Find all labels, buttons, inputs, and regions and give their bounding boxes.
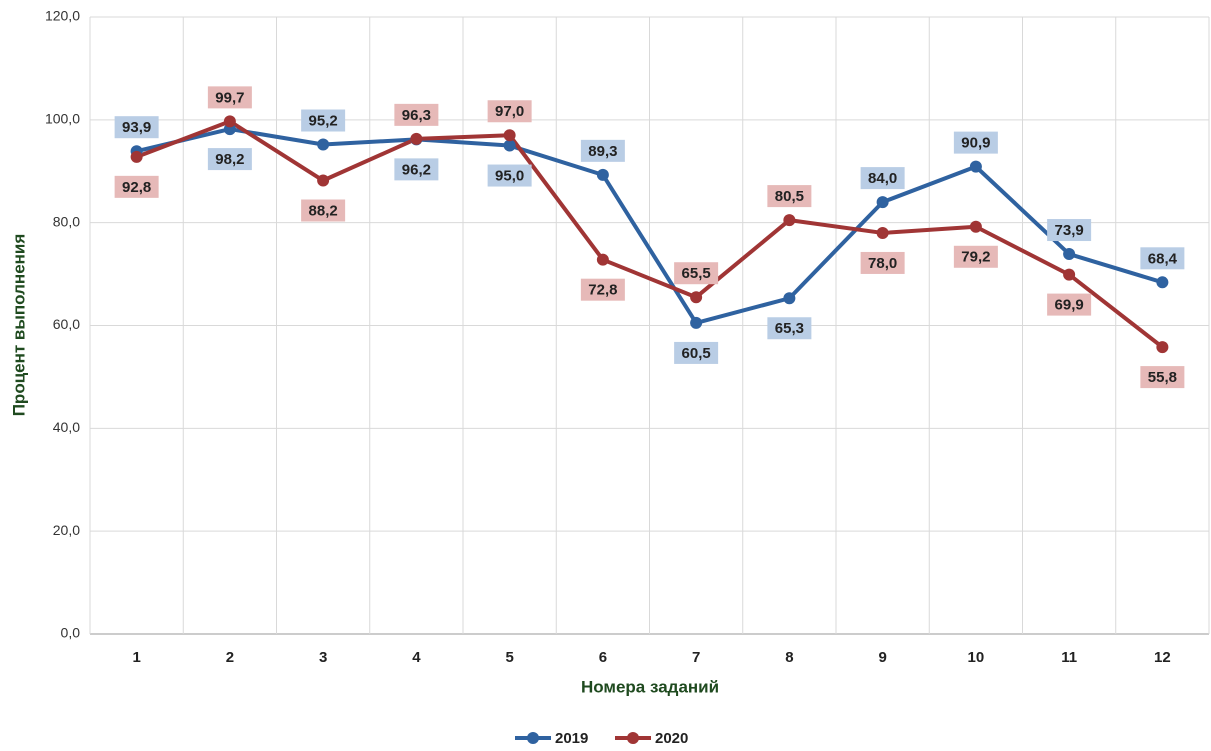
y-tick-label: 60,0 <box>53 316 80 332</box>
value-label: 92,8 <box>122 179 151 196</box>
legend-marker <box>527 732 539 744</box>
legend-label: 2019 <box>555 730 588 747</box>
value-label-box <box>1140 247 1185 270</box>
x-axis-title: Номера заданий <box>581 677 719 696</box>
value-label-box <box>767 185 812 208</box>
x-tick-label: 3 <box>319 649 327 666</box>
value-label-box <box>487 100 532 123</box>
value-label: 80,5 <box>775 188 804 205</box>
x-tick-label: 11 <box>1061 649 1077 666</box>
value-label-box <box>301 199 346 222</box>
x-tick-label: 1 <box>132 649 140 666</box>
value-label-box <box>860 251 905 274</box>
value-label-box <box>1140 366 1185 389</box>
x-tick-label: 10 <box>968 649 985 666</box>
value-label-box <box>207 148 252 171</box>
legend-marker <box>627 732 639 744</box>
value-label: 69,9 <box>1055 297 1084 314</box>
x-tick-label: 6 <box>599 649 607 666</box>
point <box>1156 341 1169 354</box>
value-label: 95,2 <box>309 112 338 129</box>
x-tick-label: 8 <box>785 649 793 666</box>
point <box>1156 276 1169 289</box>
value-label-box <box>580 278 625 301</box>
point <box>596 168 609 181</box>
x-tick-label: 2 <box>226 649 234 666</box>
point <box>503 129 516 142</box>
value-label-box <box>394 158 439 181</box>
value-label: 55,8 <box>1148 369 1177 386</box>
value-label: 84,0 <box>868 170 897 187</box>
value-label-box <box>860 167 905 190</box>
value-label-box <box>580 139 625 162</box>
value-label-box <box>207 86 252 109</box>
value-label: 79,2 <box>961 249 990 266</box>
point <box>1063 248 1076 261</box>
x-tick-label: 4 <box>412 649 421 666</box>
point <box>317 138 330 151</box>
value-label: 89,3 <box>588 143 617 160</box>
y-tick-label: 120,0 <box>45 8 80 24</box>
value-label: 65,5 <box>682 265 711 282</box>
value-label: 88,2 <box>309 202 338 219</box>
value-label-box <box>674 262 719 285</box>
value-label-box <box>114 175 159 198</box>
y-tick-label: 80,0 <box>53 213 80 229</box>
point <box>317 174 330 187</box>
y-tick-label: 20,0 <box>53 522 80 538</box>
value-label-box <box>301 109 346 132</box>
point <box>690 291 703 304</box>
value-label: 99,7 <box>215 89 244 106</box>
series-line <box>136 127 1163 325</box>
legend-label: 2020 <box>655 730 688 747</box>
value-label-box <box>114 116 159 139</box>
x-tick-label: 7 <box>692 649 700 666</box>
value-label: 60,5 <box>682 345 711 362</box>
value-label: 96,2 <box>402 161 431 178</box>
value-label: 98,2 <box>215 151 244 168</box>
series-line <box>135 119 1164 349</box>
point <box>223 115 236 128</box>
value-label: 93,9 <box>122 119 151 136</box>
value-label: 97,0 <box>495 103 524 120</box>
y-tick-label: 0,0 <box>61 625 81 641</box>
point <box>130 150 143 163</box>
value-label-box <box>674 341 719 364</box>
point <box>876 226 889 239</box>
value-label-box <box>1047 219 1092 242</box>
y-tick-label: 100,0 <box>45 111 80 127</box>
value-label-box <box>767 317 812 340</box>
value-label-box <box>487 164 532 187</box>
y-tick-label: 40,0 <box>53 419 80 435</box>
value-label: 90,9 <box>961 135 990 152</box>
x-tick-label: 12 <box>1154 649 1171 666</box>
value-label: 68,4 <box>1148 250 1178 267</box>
value-label-box <box>953 245 998 268</box>
value-label-box <box>394 103 439 126</box>
point <box>783 214 796 227</box>
point <box>969 160 982 173</box>
value-label: 73,9 <box>1055 222 1084 239</box>
x-tick-label: 9 <box>878 649 886 666</box>
x-tick-label: 5 <box>505 649 513 666</box>
value-label: 95,0 <box>495 168 524 185</box>
point <box>969 220 982 233</box>
point <box>503 139 516 152</box>
value-label: 78,0 <box>868 255 897 272</box>
value-label-box <box>1047 293 1092 316</box>
value-label-box <box>953 131 998 154</box>
value-label: 72,8 <box>588 282 617 299</box>
point <box>596 253 609 266</box>
point <box>783 292 796 305</box>
value-label: 96,3 <box>402 107 431 124</box>
y-axis-title: Процент выполнения <box>9 234 28 417</box>
point <box>1063 268 1076 281</box>
point <box>690 316 703 329</box>
point <box>876 196 889 209</box>
value-label: 65,3 <box>775 320 804 337</box>
point <box>410 132 423 145</box>
